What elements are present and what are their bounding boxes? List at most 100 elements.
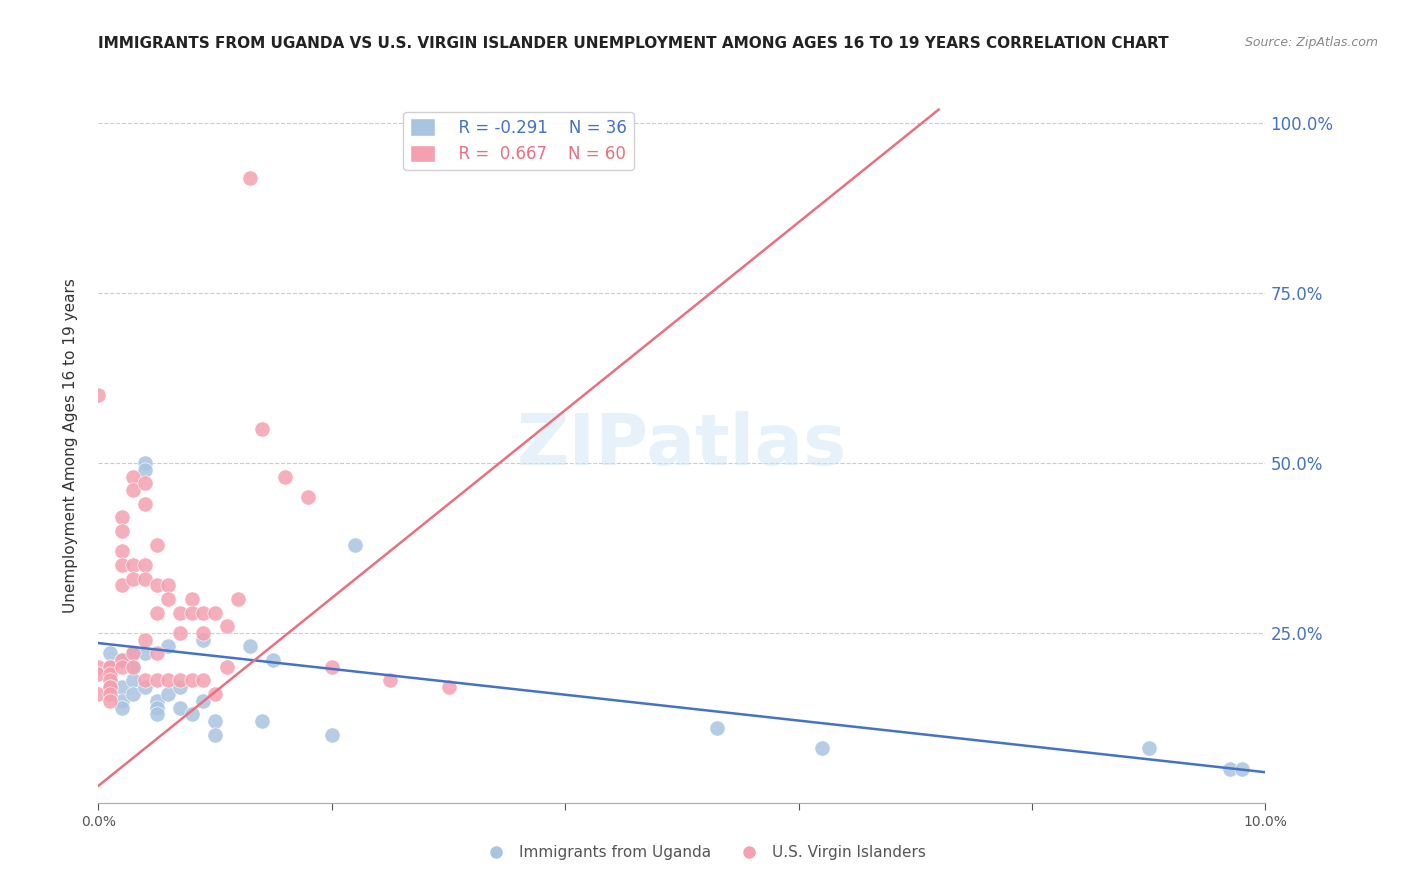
Point xyxy=(204,687,226,701)
Point xyxy=(1219,762,1241,776)
Point xyxy=(98,687,121,701)
Point xyxy=(122,469,145,483)
Point xyxy=(146,707,169,722)
Point xyxy=(378,673,402,688)
Point xyxy=(437,680,460,694)
Point xyxy=(122,483,145,498)
Point xyxy=(134,558,156,572)
Point xyxy=(228,591,250,606)
Point xyxy=(134,463,156,477)
Point xyxy=(111,524,134,538)
Text: Source: ZipAtlas.com: Source: ZipAtlas.com xyxy=(1244,36,1378,49)
Point xyxy=(98,680,121,694)
Point xyxy=(157,640,180,654)
Point xyxy=(193,606,215,620)
Point xyxy=(122,660,145,674)
Point xyxy=(122,646,145,660)
Point xyxy=(98,694,121,708)
Point xyxy=(98,666,121,681)
Point xyxy=(122,572,145,586)
Point xyxy=(262,653,284,667)
Point xyxy=(87,687,110,701)
Point xyxy=(811,741,834,756)
Y-axis label: Unemployment Among Ages 16 to 19 years: Unemployment Among Ages 16 to 19 years xyxy=(63,278,77,614)
Point xyxy=(134,673,156,688)
Point xyxy=(146,646,169,660)
Point xyxy=(122,673,145,688)
Point xyxy=(87,388,110,402)
Point xyxy=(134,680,156,694)
Point xyxy=(111,680,134,694)
Point xyxy=(122,687,145,701)
Point xyxy=(169,626,191,640)
Point xyxy=(321,660,343,674)
Point xyxy=(111,544,134,558)
Point xyxy=(98,660,121,674)
Point xyxy=(180,673,202,688)
Point xyxy=(157,578,180,592)
Point xyxy=(146,578,169,592)
Point xyxy=(134,456,156,470)
Point xyxy=(250,714,273,729)
Point xyxy=(146,537,169,551)
Point xyxy=(169,673,191,688)
Point xyxy=(134,476,156,491)
Point xyxy=(146,606,169,620)
Point xyxy=(239,640,262,654)
Point xyxy=(204,606,226,620)
Point xyxy=(134,572,156,586)
Point xyxy=(157,687,180,701)
Point xyxy=(193,673,215,688)
Point xyxy=(122,558,145,572)
Point xyxy=(193,626,215,640)
Point xyxy=(344,537,367,551)
Point xyxy=(98,673,121,688)
Point xyxy=(321,728,343,742)
Point xyxy=(1137,741,1160,756)
Legend:   R = -0.291    N = 36,   R =  0.667    N = 60: R = -0.291 N = 36, R = 0.667 N = 60 xyxy=(404,112,634,169)
Point xyxy=(111,653,134,667)
Point xyxy=(111,558,134,572)
Point xyxy=(204,728,226,742)
Point xyxy=(146,673,169,688)
Point xyxy=(706,721,728,735)
Point xyxy=(134,497,156,511)
Point xyxy=(204,714,226,729)
Point xyxy=(157,591,180,606)
Point xyxy=(157,673,180,688)
Point xyxy=(169,700,191,714)
Point xyxy=(274,469,297,483)
Point xyxy=(111,700,134,714)
Point xyxy=(122,646,145,660)
Point xyxy=(215,619,238,633)
Point xyxy=(169,606,191,620)
Point xyxy=(111,660,134,674)
Point xyxy=(134,646,156,660)
Point xyxy=(193,632,215,647)
Point xyxy=(239,170,262,185)
Point xyxy=(146,700,169,714)
Point xyxy=(98,660,121,674)
Point xyxy=(122,660,145,674)
Point xyxy=(180,606,202,620)
Point xyxy=(111,694,134,708)
Point xyxy=(193,694,215,708)
Point xyxy=(98,680,121,694)
Point xyxy=(169,680,191,694)
Point xyxy=(180,591,202,606)
Point xyxy=(111,653,134,667)
Point xyxy=(111,578,134,592)
Point xyxy=(180,707,202,722)
Text: ZIPatlas: ZIPatlas xyxy=(517,411,846,481)
Text: IMMIGRANTS FROM UGANDA VS U.S. VIRGIN ISLANDER UNEMPLOYMENT AMONG AGES 16 TO 19 : IMMIGRANTS FROM UGANDA VS U.S. VIRGIN IS… xyxy=(98,36,1168,51)
Legend: Immigrants from Uganda, U.S. Virgin Islanders: Immigrants from Uganda, U.S. Virgin Isla… xyxy=(474,839,932,866)
Point xyxy=(98,646,121,660)
Point xyxy=(1230,762,1253,776)
Point xyxy=(134,632,156,647)
Point xyxy=(250,422,273,436)
Point xyxy=(87,666,110,681)
Point xyxy=(297,490,319,504)
Point xyxy=(146,694,169,708)
Point xyxy=(98,660,121,674)
Point xyxy=(87,660,110,674)
